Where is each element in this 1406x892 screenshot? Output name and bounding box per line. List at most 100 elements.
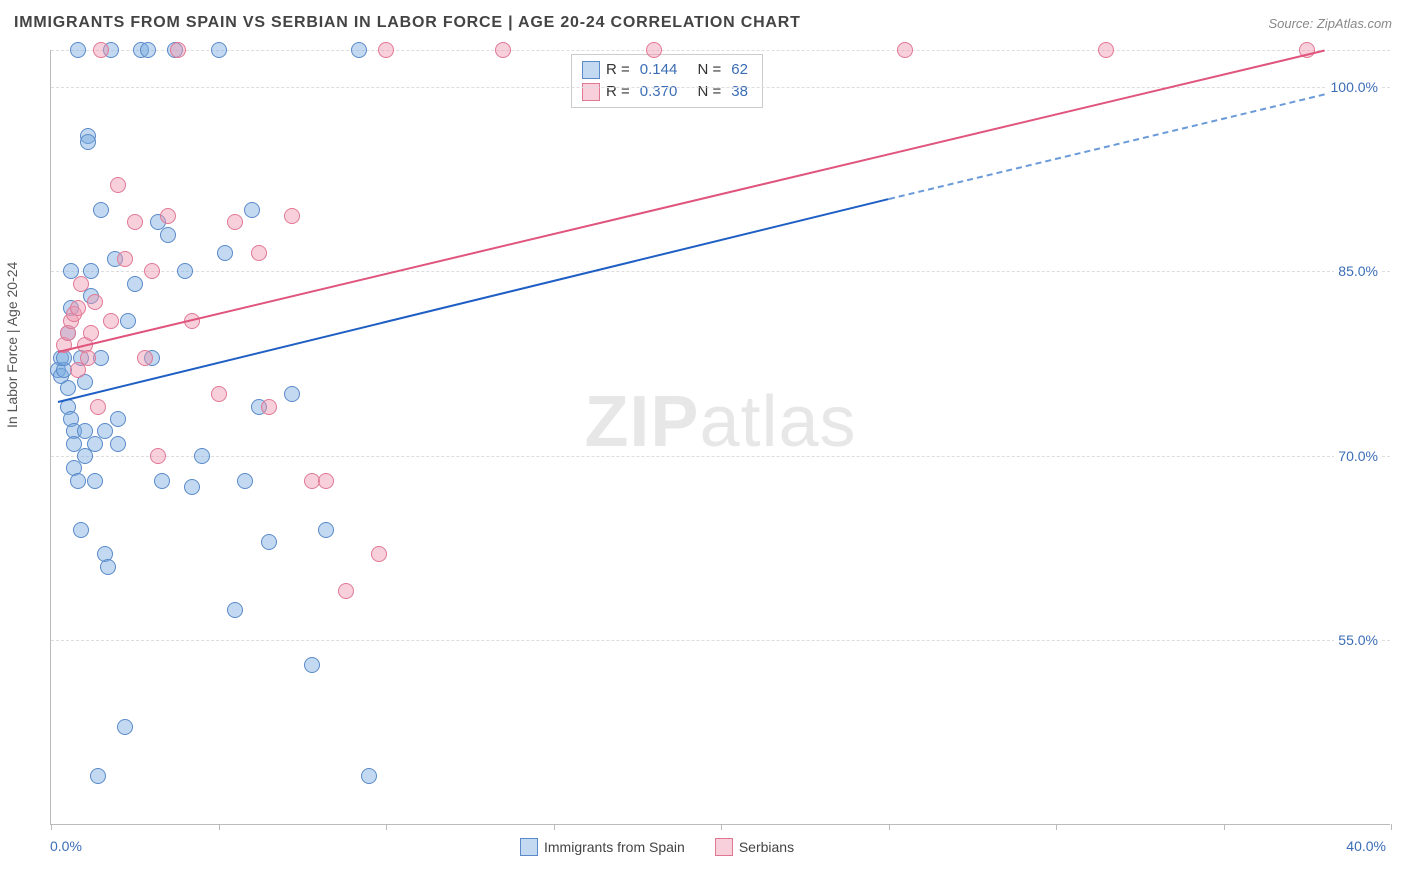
r-label: R =: [606, 59, 630, 81]
swatch-spain: [582, 61, 600, 79]
x-tick: [1391, 824, 1392, 830]
data-point-spain: [244, 202, 260, 218]
y-axis-title: In Labor Force | Age 20-24: [4, 262, 20, 428]
gridline: [51, 640, 1390, 641]
data-point-spain: [211, 42, 227, 58]
data-point-spain: [227, 602, 243, 618]
data-point-serbian: [261, 399, 277, 415]
data-point-serbian: [211, 386, 227, 402]
x-tick: [554, 824, 555, 830]
data-point-serbian: [80, 350, 96, 366]
x-axis-max-label: 40.0%: [1346, 838, 1386, 854]
data-point-serbian: [117, 251, 133, 267]
data-point-spain: [110, 436, 126, 452]
data-point-serbian: [251, 245, 267, 261]
n-label: N =: [697, 81, 721, 103]
data-point-spain: [351, 42, 367, 58]
gridline: [51, 50, 1390, 51]
data-point-serbian: [90, 399, 106, 415]
data-point-spain: [261, 534, 277, 550]
data-point-spain: [284, 386, 300, 402]
data-point-spain: [154, 473, 170, 489]
data-point-spain: [93, 202, 109, 218]
data-point-serbian: [87, 294, 103, 310]
data-point-spain: [184, 479, 200, 495]
data-point-spain: [237, 473, 253, 489]
data-point-serbian: [137, 350, 153, 366]
series-legend: Immigrants from Spain Serbians: [520, 838, 794, 856]
trend-line: [888, 93, 1324, 200]
y-tick-label: 100.0%: [1327, 79, 1382, 95]
data-point-serbian: [70, 300, 86, 316]
data-point-serbian: [110, 177, 126, 193]
scatter-plot-area: ZIPatlas R = 0.144 N = 62 R = 0.370 N = …: [50, 50, 1390, 825]
data-point-serbian: [144, 263, 160, 279]
data-point-spain: [70, 473, 86, 489]
data-point-spain: [97, 423, 113, 439]
y-tick-label: 55.0%: [1334, 632, 1382, 648]
correlation-legend: R = 0.144 N = 62 R = 0.370 N = 38: [571, 54, 763, 108]
swatch-serbian: [582, 83, 600, 101]
data-point-serbian: [646, 42, 662, 58]
trend-line: [57, 198, 888, 403]
data-point-serbian: [378, 42, 394, 58]
data-point-serbian: [318, 473, 334, 489]
legend-label-spain: Immigrants from Spain: [544, 839, 685, 855]
r-label: R =: [606, 81, 630, 103]
data-point-serbian: [227, 214, 243, 230]
data-point-serbian: [897, 42, 913, 58]
data-point-spain: [73, 522, 89, 538]
data-point-serbian: [371, 546, 387, 562]
data-point-spain: [361, 768, 377, 784]
data-point-spain: [127, 276, 143, 292]
legend-item-serbian: Serbians: [715, 838, 794, 856]
data-point-serbian: [83, 325, 99, 341]
data-point-serbian: [127, 214, 143, 230]
data-point-serbian: [1098, 42, 1114, 58]
data-point-spain: [87, 473, 103, 489]
data-point-serbian: [170, 42, 186, 58]
correlation-row-serbian: R = 0.370 N = 38: [582, 81, 752, 103]
data-point-spain: [60, 380, 76, 396]
data-point-serbian: [338, 583, 354, 599]
data-point-serbian: [93, 42, 109, 58]
data-point-spain: [140, 42, 156, 58]
n-value-serbian: 38: [731, 81, 748, 103]
data-point-spain: [304, 657, 320, 673]
gridline: [51, 456, 1390, 457]
data-point-serbian: [150, 448, 166, 464]
gridline: [51, 271, 1390, 272]
legend-item-spain: Immigrants from Spain: [520, 838, 685, 856]
data-point-spain: [117, 719, 133, 735]
legend-label-serbian: Serbians: [739, 839, 794, 855]
x-tick: [51, 824, 52, 830]
r-value-spain: 0.144: [640, 59, 678, 81]
x-axis-min-label: 0.0%: [50, 838, 82, 854]
data-point-spain: [110, 411, 126, 427]
data-point-spain: [194, 448, 210, 464]
data-point-serbian: [495, 42, 511, 58]
data-point-spain: [120, 313, 136, 329]
x-tick: [721, 824, 722, 830]
data-point-spain: [100, 559, 116, 575]
data-point-serbian: [73, 276, 89, 292]
source-attribution: Source: ZipAtlas.com: [1268, 16, 1392, 31]
x-tick: [889, 824, 890, 830]
data-point-spain: [177, 263, 193, 279]
data-point-spain: [318, 522, 334, 538]
watermark: ZIPatlas: [584, 381, 856, 463]
data-point-serbian: [160, 208, 176, 224]
gridline: [51, 87, 1390, 88]
n-value-spain: 62: [731, 59, 748, 81]
y-tick-label: 85.0%: [1334, 263, 1382, 279]
x-tick: [1224, 824, 1225, 830]
x-tick: [386, 824, 387, 830]
data-point-serbian: [284, 208, 300, 224]
data-point-spain: [80, 134, 96, 150]
data-point-serbian: [103, 313, 119, 329]
r-value-serbian: 0.370: [640, 81, 678, 103]
data-point-spain: [90, 768, 106, 784]
data-point-spain: [70, 42, 86, 58]
chart-title: IMMIGRANTS FROM SPAIN VS SERBIAN IN LABO…: [14, 14, 801, 32]
n-label: N =: [697, 59, 721, 81]
